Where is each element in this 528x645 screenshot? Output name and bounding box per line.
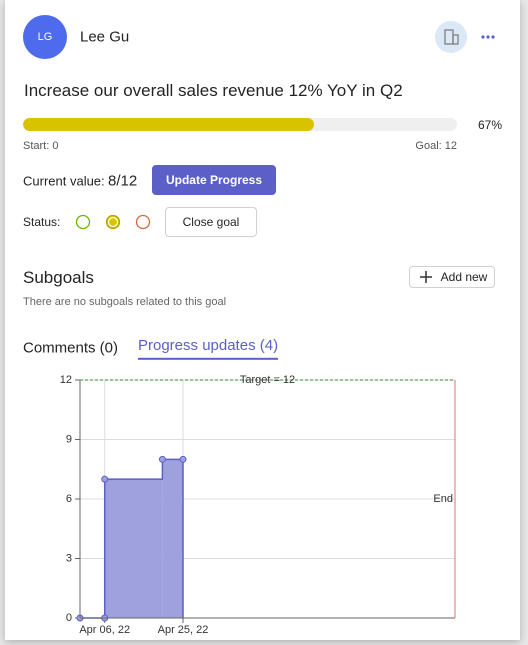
goal-label: Goal: 12 — [415, 140, 457, 152]
status-options — [75, 214, 151, 230]
status-label: Status: — [23, 215, 61, 229]
status-on-track[interactable] — [75, 214, 91, 230]
y-tick-label: 0 — [66, 612, 72, 624]
y-tick-label: 12 — [60, 374, 72, 386]
update-progress-button[interactable]: Update Progress — [152, 165, 276, 195]
close-goal-button[interactable]: Close goal — [165, 207, 257, 237]
org-button[interactable] — [435, 21, 467, 53]
y-tick-label: 3 — [66, 552, 72, 564]
x-tick-label: Apr 06, 22 — [79, 624, 130, 636]
step-area — [162, 459, 184, 618]
chart: 0 3 6 9 12 Apr 06, 22 Apr 25, 22 Target = 12 End — [60, 374, 456, 636]
user-name: Lee Gu — [80, 28, 130, 46]
more-button[interactable] — [478, 27, 498, 47]
subgoals-title: Subgoals — [23, 268, 94, 287]
step-area — [104, 479, 163, 618]
progress-label: 67% — [478, 118, 503, 132]
tab[interactable]: Comments (0) — [23, 339, 119, 357]
tab-active[interactable]: Progress updates (4) — [138, 337, 279, 360]
more-icon — [481, 35, 495, 39]
current-value-label: Current value: — [23, 173, 105, 189]
x-tick-label: Apr 25, 22 — [158, 624, 209, 636]
plus-icon — [419, 271, 432, 283]
step-line — [104, 459, 164, 480]
progress-track — [23, 118, 457, 131]
goal-panel — [5, 0, 520, 640]
y-tick-label: 9 — [66, 433, 72, 445]
status-selected — [107, 216, 119, 228]
status-off-track[interactable] — [135, 214, 151, 230]
avatar: LG — [23, 15, 67, 59]
start-label: Start: 0 — [23, 140, 59, 152]
add-new-button[interactable]: Add new — [409, 266, 495, 288]
target-label: Target = 12 — [240, 374, 295, 386]
goal-title: Increase our overall sales revenue 12% Y… — [24, 81, 403, 100]
point — [158, 455, 166, 463]
empty-message: There are no subgoals related to this go… — [23, 296, 227, 308]
y-tick-label: 6 — [66, 493, 72, 505]
building-icon — [444, 29, 459, 45]
end-label: End — [433, 493, 453, 505]
add-new-label: Add new — [440, 270, 488, 284]
point — [101, 475, 109, 483]
current-value: 8/12 — [108, 172, 138, 190]
progress-fill — [23, 118, 314, 131]
point — [179, 455, 187, 463]
